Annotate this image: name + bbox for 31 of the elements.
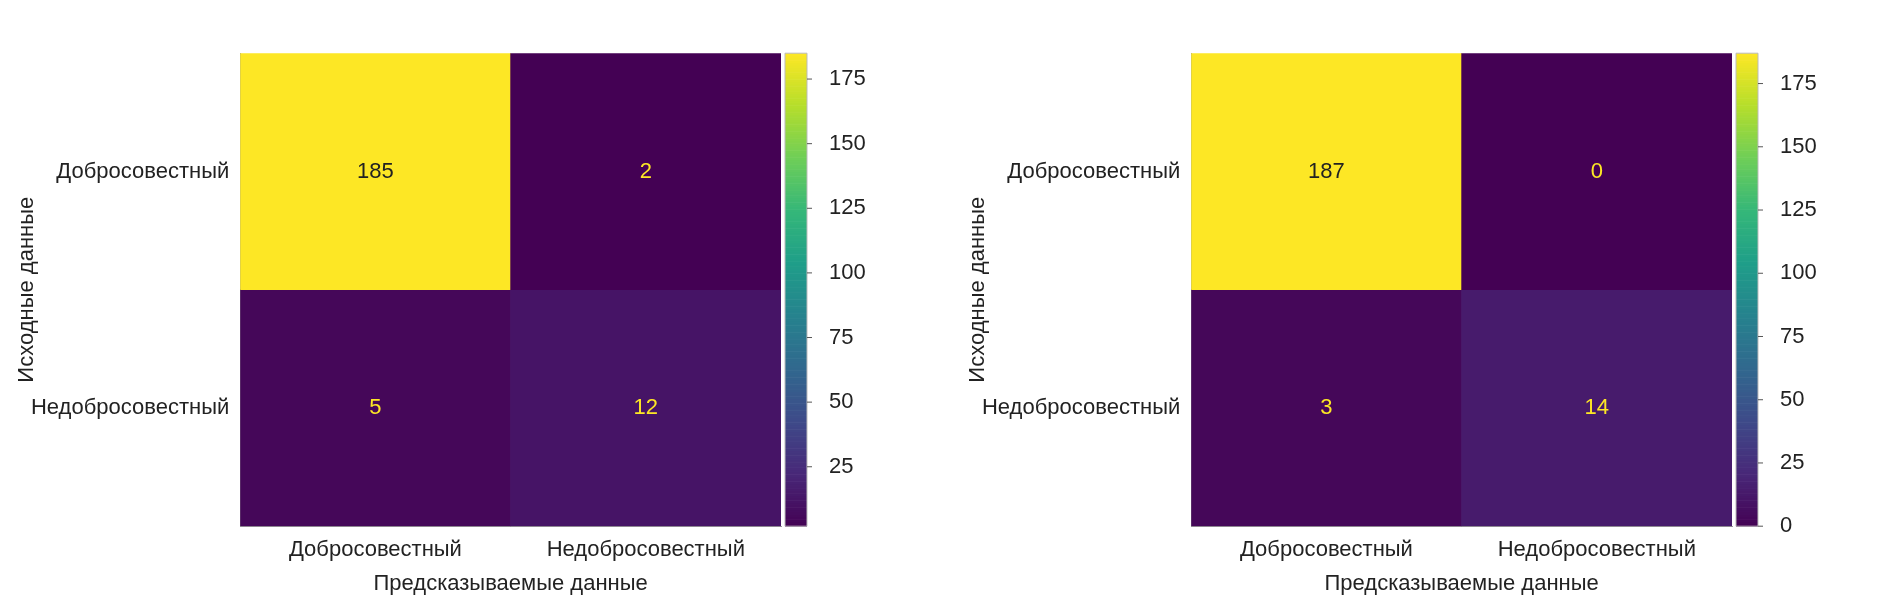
- y-axis-title: Исходные данные: [13, 196, 39, 383]
- color-bar-label: 175: [829, 65, 866, 91]
- x-axis-title: Предсказываемые данные: [373, 569, 648, 595]
- color-bar-label: 25: [829, 452, 854, 478]
- x-tick-label: Добросовестный: [1239, 536, 1413, 562]
- color-bar-label: 75: [829, 323, 854, 349]
- color-bar-label: 50: [829, 388, 854, 414]
- color-bar-label: 100: [829, 258, 866, 284]
- color-bar-label: 25: [1780, 449, 1805, 475]
- color-bar-label: 75: [1780, 322, 1805, 348]
- data-label: 14: [1584, 394, 1610, 420]
- color-bar-label: 0: [1780, 512, 1793, 538]
- data-label: 185: [357, 157, 394, 183]
- color-bar-label: 125: [1780, 196, 1817, 222]
- data-label: 3: [1320, 394, 1333, 420]
- data-label: 187: [1308, 157, 1345, 183]
- color-bar-label: 125: [829, 194, 866, 220]
- color-bar-label: 175: [1780, 69, 1817, 95]
- color-bar-label: 150: [829, 129, 866, 155]
- color-bar-label: 150: [1780, 132, 1817, 158]
- x-tick-label: Недобросовестный: [1497, 536, 1696, 562]
- color-bar-label: 100: [1780, 259, 1817, 285]
- data-label: 2: [639, 157, 652, 183]
- data-label: 12: [633, 394, 659, 420]
- x-tick-label: Недобросовестный: [546, 536, 745, 562]
- color-bar-label: 50: [1780, 385, 1805, 411]
- y-axis-title: Исходные данные: [964, 196, 990, 383]
- data-label: 5: [369, 394, 382, 420]
- x-tick-label: Добросовестный: [288, 536, 462, 562]
- data-label: 0: [1590, 157, 1603, 183]
- x-axis-title: Предсказываемые данные: [1324, 569, 1599, 595]
